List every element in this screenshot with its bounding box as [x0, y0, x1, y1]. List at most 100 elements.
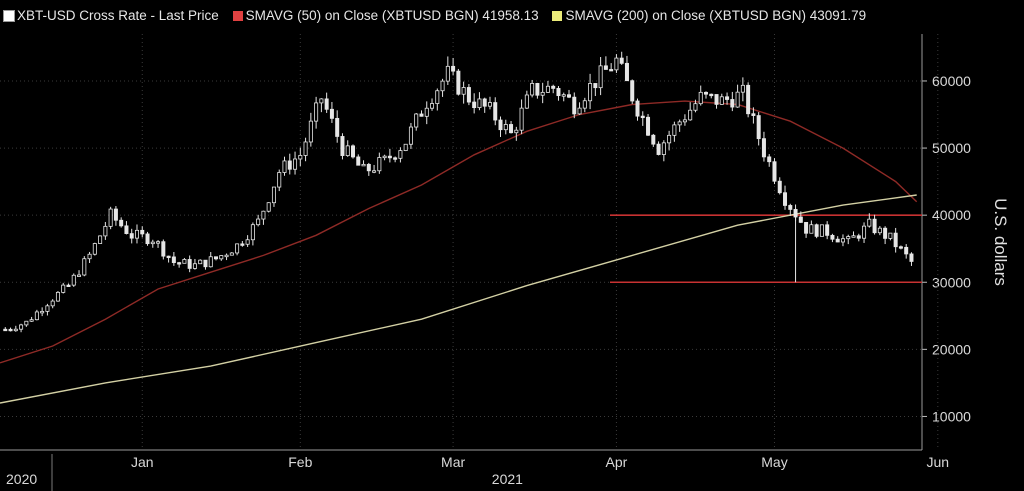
- candle-body: [372, 170, 377, 173]
- candle-body: [788, 205, 793, 210]
- candle-body: [651, 134, 656, 145]
- candle-body: [472, 101, 477, 109]
- candle-body: [466, 87, 471, 103]
- candle-body: [819, 224, 824, 237]
- candle-body: [482, 98, 487, 107]
- candle-body: [509, 124, 514, 134]
- candle-body: [761, 138, 766, 158]
- legend-price[interactable]: XBT-USD Cross Rate - Last Price: [3, 8, 219, 23]
- candle-body: [87, 253, 92, 260]
- candle-body: [524, 94, 529, 109]
- candle-body: [635, 100, 640, 117]
- candle-body: [408, 126, 413, 145]
- candle-body: [71, 274, 76, 286]
- candle-body: [361, 163, 366, 167]
- candle-body: [293, 158, 298, 170]
- candle-body: [898, 246, 903, 249]
- candle-body: [646, 116, 651, 136]
- legend-sma50[interactable]: SMAVG (50) on Close (XBTUSD BGN) 41958.1…: [232, 8, 539, 23]
- candle-body: [804, 221, 809, 234]
- x-tick-label: Apr: [606, 454, 628, 470]
- candle-body: [424, 107, 429, 117]
- candle-body: [514, 129, 519, 134]
- candle-body: [856, 235, 861, 239]
- candle-body: [435, 90, 440, 104]
- sma200-line: [0, 194, 917, 404]
- candle-body: [150, 241, 155, 245]
- candle-body: [256, 218, 261, 226]
- candle-body: [614, 57, 619, 71]
- legend-sma200-label: SMAVG (200) on Close (XBTUSD BGN) 43091.…: [565, 8, 867, 23]
- candle-body: [3, 328, 8, 332]
- candle-body: [893, 232, 898, 248]
- candle-body: [308, 120, 313, 143]
- candle-body: [8, 328, 13, 332]
- candle-body: [693, 103, 698, 111]
- candle-body: [140, 229, 145, 235]
- candle-body: [177, 262, 182, 265]
- candle-body: [609, 69, 614, 72]
- candle-body: [356, 156, 361, 166]
- candle-body: [909, 253, 914, 262]
- candle-body: [198, 259, 203, 265]
- x-tick-label: Jun: [927, 454, 950, 470]
- x-tick-label: Mar: [441, 454, 465, 470]
- candle-body: [287, 160, 292, 170]
- candle-body: [746, 84, 751, 115]
- year-label: 2020: [6, 471, 37, 487]
- candle-body: [55, 291, 60, 302]
- candle-body: [208, 256, 213, 268]
- candle-body: [319, 98, 324, 104]
- candle-body: [461, 87, 466, 95]
- candle-body: [403, 143, 408, 151]
- candle-body: [582, 100, 587, 109]
- candle-body: [282, 160, 287, 173]
- candle-body: [24, 320, 29, 326]
- candle-body: [34, 311, 39, 321]
- candle-body: [266, 202, 271, 212]
- candle-body: [603, 65, 608, 70]
- y-tick-label: 60000: [932, 73, 971, 89]
- candle-body: [851, 235, 856, 238]
- candle-body: [329, 108, 334, 119]
- candle-body: [119, 219, 124, 227]
- candle-body: [703, 91, 708, 95]
- candle-body: [714, 94, 719, 105]
- x-tick-label: May: [761, 454, 787, 470]
- candle-body: [192, 263, 197, 269]
- candle-body: [451, 65, 456, 72]
- candle-body: [129, 233, 134, 239]
- candle-body: [419, 113, 424, 117]
- candle-body: [846, 236, 851, 240]
- candle-body: [567, 94, 572, 98]
- candle-body: [40, 310, 45, 314]
- x-tick-label: Jan: [131, 454, 154, 470]
- candle-body: [50, 300, 55, 307]
- candle-body: [540, 91, 545, 96]
- candle-body: [298, 155, 303, 160]
- candle-body: [340, 136, 345, 156]
- legend-sma200[interactable]: SMAVG (200) on Close (XBTUSD BGN) 43091.…: [552, 8, 866, 23]
- candle-body: [134, 229, 139, 239]
- candle-body: [398, 150, 403, 159]
- candle-body: [487, 102, 492, 107]
- candle-body: [883, 227, 888, 239]
- candle-body: [640, 115, 645, 119]
- y-tick-label: 30000: [932, 274, 971, 290]
- candle-body: [277, 172, 282, 188]
- candle-body: [261, 210, 266, 220]
- candle-body: [725, 96, 730, 100]
- candle-body: [777, 180, 782, 194]
- legend-price-label: XBT-USD Cross Rate - Last Price: [17, 8, 219, 23]
- candle-body: [66, 284, 71, 288]
- candle-body: [29, 319, 34, 322]
- candle-body: [872, 218, 877, 234]
- candle-body: [235, 243, 240, 254]
- sma50-line: [0, 100, 918, 364]
- candle-body: [877, 227, 882, 234]
- candle-body: [688, 109, 693, 121]
- candle-body: [314, 102, 319, 122]
- candle-body: [814, 224, 819, 237]
- candle-body: [98, 235, 103, 244]
